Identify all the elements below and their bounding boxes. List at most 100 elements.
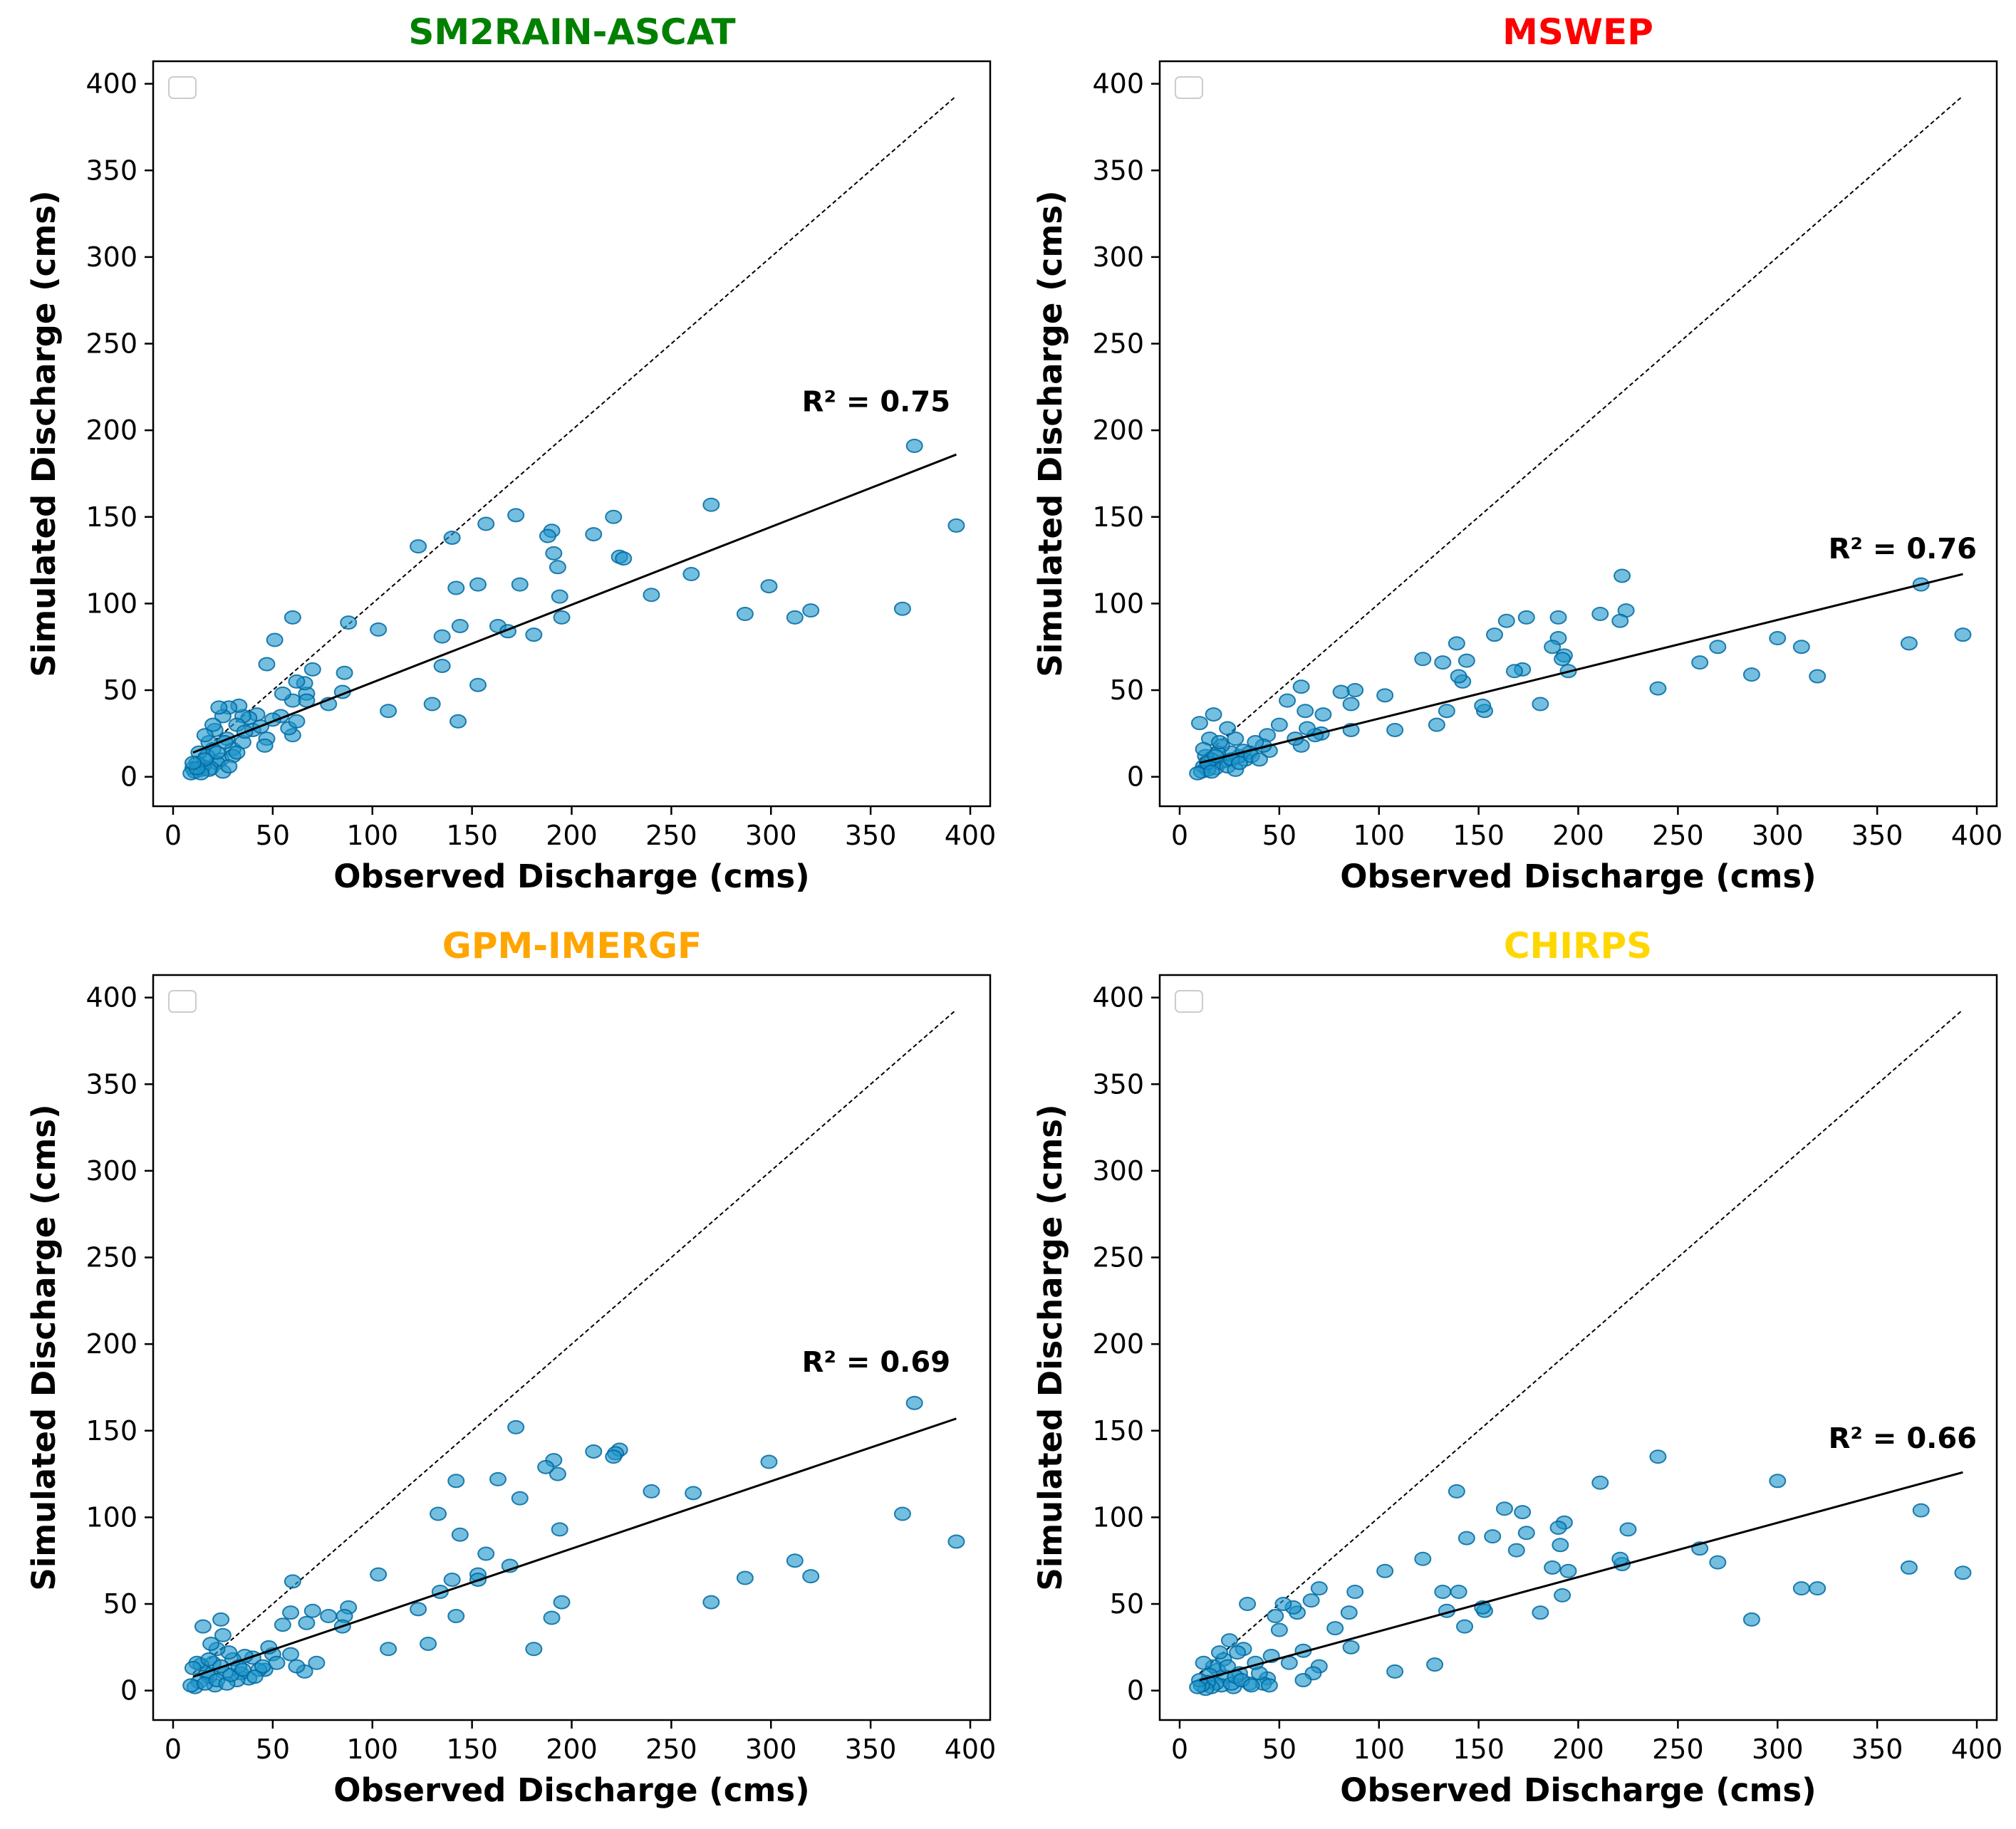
data-point — [1532, 697, 1549, 712]
data-point — [736, 606, 754, 621]
data-point — [1434, 1584, 1452, 1599]
data-point — [1310, 1581, 1328, 1596]
data-point — [1260, 1678, 1278, 1693]
y-tick-label: 300 — [1092, 241, 1144, 273]
data-point — [1414, 1551, 1432, 1566]
data-point — [447, 1609, 465, 1624]
data-point — [380, 704, 398, 719]
data-point — [1591, 1475, 1609, 1490]
data-point — [685, 1486, 702, 1501]
data-point — [477, 1546, 495, 1561]
data-point — [420, 1636, 437, 1651]
data-point — [1456, 1619, 1474, 1634]
data-point — [410, 539, 427, 554]
data-point — [1279, 693, 1297, 708]
data-point — [234, 1662, 251, 1677]
y-tick-label: 50 — [1110, 674, 1144, 706]
data-point — [1505, 664, 1523, 679]
data-point — [1517, 1526, 1535, 1541]
x-tick-label: 50 — [256, 820, 290, 851]
data-point — [194, 1619, 212, 1634]
data-point — [1189, 1679, 1207, 1694]
x-tick-label: 200 — [546, 820, 598, 851]
data-point — [507, 1419, 525, 1434]
x-tick-label: 400 — [945, 820, 997, 851]
data-point — [760, 579, 778, 594]
data-point — [1342, 1640, 1360, 1655]
one-to-one-line — [1199, 95, 1964, 761]
data-point — [477, 516, 495, 531]
data-point — [200, 1652, 218, 1667]
x-tick-label: 250 — [1652, 820, 1704, 851]
data-point — [1458, 653, 1475, 668]
data-point — [786, 1553, 804, 1568]
one-to-one-line — [192, 95, 957, 761]
x-tick-label: 350 — [1851, 820, 1903, 851]
x-tick-label: 0 — [165, 1734, 182, 1765]
data-point — [1544, 640, 1562, 655]
chart-title: SM2RAIN-ASCAT — [408, 11, 735, 53]
y-axis-label: Simulated Discharge (cms) — [1032, 190, 1069, 677]
data-point — [1591, 606, 1609, 621]
x-tick-label: 200 — [546, 1734, 598, 1765]
data-point — [1532, 1605, 1549, 1620]
data-point — [905, 1395, 923, 1410]
x-tick-label: 150 — [1453, 820, 1505, 851]
data-point — [256, 738, 274, 753]
data-point — [1190, 716, 1208, 731]
y-tick-label: 350 — [1092, 1068, 1144, 1100]
y-tick-label: 200 — [1092, 415, 1144, 446]
data-point — [525, 1642, 543, 1657]
data-point — [1376, 1563, 1394, 1578]
data-point — [511, 577, 529, 592]
data-point — [1514, 1505, 1532, 1520]
data-point — [537, 1459, 555, 1474]
x-axis-label: Observed Discharge (cms) — [1340, 1771, 1816, 1809]
x-tick-label: 100 — [1353, 820, 1405, 851]
y-tick-label: 100 — [1092, 1501, 1144, 1533]
data-point — [1792, 1581, 1810, 1596]
y-tick-label: 100 — [1092, 588, 1144, 619]
data-point — [284, 1574, 301, 1589]
y-tick-label: 50 — [103, 674, 137, 706]
data-point — [549, 1466, 566, 1481]
data-point — [284, 610, 301, 625]
data-point — [1792, 640, 1810, 655]
x-tick-label: 400 — [945, 1734, 997, 1765]
data-point — [336, 665, 353, 680]
y-axis-label: Simulated Discharge (cms) — [25, 190, 63, 677]
data-point — [308, 1655, 326, 1670]
data-point — [605, 1449, 623, 1464]
data-point — [507, 508, 525, 523]
data-point — [1250, 752, 1268, 767]
r-squared-label: R² = 0.76 — [1829, 533, 1977, 566]
x-tick-label: 350 — [845, 820, 897, 851]
x-tick-label: 250 — [645, 1734, 697, 1765]
x-tick-label: 150 — [1453, 1734, 1505, 1765]
data-point — [551, 589, 568, 604]
data-point — [1342, 697, 1360, 712]
one-to-one-line — [1199, 1009, 1964, 1674]
r-squared-label: R² = 0.69 — [802, 1346, 950, 1379]
data-point — [1210, 734, 1228, 749]
data-point — [1517, 610, 1535, 625]
y-tick-label: 400 — [1092, 68, 1144, 100]
data-point — [682, 567, 700, 582]
data-point — [1549, 1520, 1567, 1535]
legend-box — [1175, 76, 1203, 99]
y-tick-label: 0 — [1127, 761, 1144, 793]
y-tick-label: 100 — [85, 1501, 137, 1533]
y-tick-label: 0 — [120, 1675, 137, 1706]
data-point — [1314, 707, 1332, 722]
data-point — [380, 1642, 398, 1657]
x-tick-label: 100 — [346, 820, 398, 851]
y-tick-label: 50 — [1110, 1588, 1144, 1620]
x-tick-label: 300 — [1752, 1734, 1804, 1765]
legend-box — [168, 990, 197, 1013]
x-tick-label: 50 — [1262, 820, 1297, 851]
data-point — [282, 1647, 300, 1662]
data-point — [1270, 1622, 1288, 1637]
y-tick-label: 300 — [85, 1155, 137, 1187]
y-tick-label: 200 — [85, 415, 137, 446]
data-point — [1484, 1529, 1502, 1544]
